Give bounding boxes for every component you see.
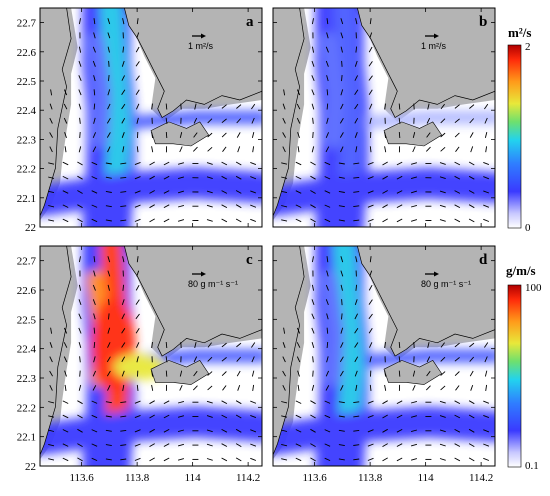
land-east xyxy=(357,8,495,118)
lat-tick-label: 22 xyxy=(25,222,36,234)
lat-tick-label: 22.3 xyxy=(17,373,37,385)
island xyxy=(150,121,210,147)
colorbar-flux-min: 0 xyxy=(525,222,531,234)
land-west xyxy=(40,8,72,217)
map-panel-a: a 1 m²/s 22 22.1 22.2 22.3 22.4 22.5 22.6 22.7 xyxy=(17,7,263,234)
axis-ticks xyxy=(273,8,495,228)
island xyxy=(383,360,443,385)
lon-tick-label: 114.2 xyxy=(469,472,493,484)
land-east xyxy=(124,8,262,118)
panel-frame xyxy=(39,245,263,467)
panel-label: a xyxy=(246,14,254,30)
land-west xyxy=(273,246,305,456)
lon-tick-label: 113.8 xyxy=(358,472,383,484)
lat-tick-label: 22.5 xyxy=(17,76,37,88)
map-panel-b: b 1 m²/s xyxy=(272,7,496,228)
lon-tick-label: 114.2 xyxy=(236,472,260,484)
lat-tick-label: 22.6 xyxy=(17,47,37,59)
vector-arrows xyxy=(48,18,257,223)
lat-tick-label: 22.4 xyxy=(17,105,37,117)
panel-label: d xyxy=(479,252,488,268)
lat-tick-label: 22 xyxy=(25,461,36,473)
island xyxy=(150,360,210,385)
land-east xyxy=(124,246,262,357)
colorbar-sediment-scale xyxy=(507,284,522,468)
map-panels: a 1 m²/s 22 22.1 22.2 22.3 22.4 22.5 22.6 22.7 b 1 … xyxy=(17,7,496,484)
flux-field xyxy=(273,8,495,227)
panel-label: c xyxy=(246,252,253,268)
flux-field xyxy=(40,246,262,466)
axis-ticks: 22 22.1 22.2 22.3 22.4 22.5 22.6 22.7 113.6 113.8… xyxy=(17,246,262,484)
lon-tick-label: 113.6 xyxy=(69,472,94,484)
lat-tick-label: 22.2 xyxy=(17,402,36,414)
lat-tick-label: 22.2 xyxy=(17,164,36,176)
lat-tick-label: 22.7 xyxy=(17,256,37,268)
vector-arrows xyxy=(281,18,490,223)
lon-tick-label: 113.8 xyxy=(125,472,150,484)
flux-field xyxy=(40,8,262,227)
colorbar-sediment-unit: g/m/s xyxy=(506,263,536,278)
colorbar-sediment: g/m/s 100 0.1 xyxy=(506,263,542,472)
scale-label: 1 m²/s xyxy=(188,41,214,51)
panel-label: b xyxy=(479,14,487,30)
lon-tick-label: 114 xyxy=(418,472,435,484)
colorbar-sediment-max: 100 xyxy=(525,282,542,294)
land-east xyxy=(357,246,495,357)
lon-tick-label: 113.6 xyxy=(302,472,327,484)
colorbar-flux-unit: m²/s xyxy=(508,25,531,40)
panel-frame xyxy=(39,7,263,228)
panel-frame xyxy=(272,7,496,228)
axis-ticks: 113.6 113.8 114 114.2 xyxy=(273,246,495,484)
vector-arrows xyxy=(48,256,257,462)
colorbar-flux: m²/s 2 0 xyxy=(507,25,531,234)
flux-field xyxy=(273,246,495,466)
colorbar-sediment-min: 0.1 xyxy=(525,460,539,472)
lat-tick-label: 22.1 xyxy=(17,432,36,444)
land-west xyxy=(40,246,72,456)
panel-frame xyxy=(272,245,496,467)
lat-tick-label: 22.7 xyxy=(17,18,37,30)
lat-tick-label: 22.4 xyxy=(17,344,37,356)
lat-tick-label: 22.3 xyxy=(17,134,37,146)
land-west xyxy=(273,8,305,217)
colorbar-flux-max: 2 xyxy=(525,41,531,53)
axis-ticks: 22 22.1 22.2 22.3 22.4 22.5 22.6 22.7 xyxy=(17,8,262,234)
lon-tick-label: 114 xyxy=(185,472,202,484)
island xyxy=(383,121,443,147)
map-panel-d: d 80 g m⁻¹ s⁻¹ 113.6 113.8 114 114.2 xyxy=(272,245,496,484)
vector-arrows xyxy=(281,256,490,462)
lat-tick-label: 22.5 xyxy=(17,314,37,326)
lat-tick-label: 22.1 xyxy=(17,193,36,205)
scale-label: 80 g m⁻¹ s⁻¹ xyxy=(421,279,471,289)
scale-label: 1 m²/s xyxy=(421,41,447,51)
map-panel-c: c80 g m⁻¹ s⁻¹2222.122.222.322.422.522.62… xyxy=(17,245,263,484)
colorbar-flux-scale xyxy=(507,44,522,229)
lat-tick-label: 22.6 xyxy=(17,285,37,297)
scale-label: 80 g m⁻¹ s⁻¹ xyxy=(188,279,238,289)
